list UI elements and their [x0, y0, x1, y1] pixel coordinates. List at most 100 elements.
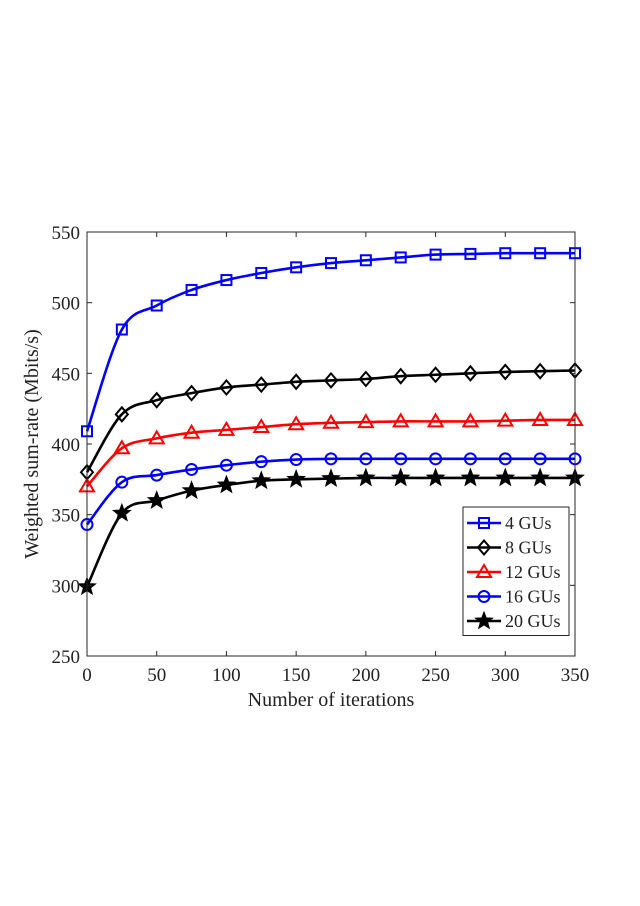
- series-8-gus: [79, 361, 583, 481]
- y-tick-label: 300: [52, 576, 81, 597]
- data-point: [185, 283, 198, 296]
- x-tick-label: 100: [212, 665, 241, 686]
- data-point: [359, 254, 372, 267]
- data-point: [355, 467, 376, 487]
- data-point: [146, 490, 167, 509]
- legend-label: 16 GUs: [505, 587, 561, 607]
- y-tick-label: 500: [52, 294, 81, 315]
- data-point: [391, 412, 410, 428]
- y-tick-label: 250: [52, 647, 81, 668]
- data-point: [530, 467, 551, 487]
- data-point: [286, 468, 307, 488]
- y-tick-label: 550: [52, 223, 81, 244]
- data-point: [324, 452, 338, 466]
- data-point: [534, 247, 547, 260]
- legend-label: 8 GUs: [505, 538, 552, 558]
- data-point: [321, 468, 341, 488]
- data-point: [463, 364, 478, 382]
- x-tick-label: 0: [82, 665, 92, 686]
- data-point: [357, 413, 375, 429]
- legend-marker: [477, 590, 491, 603]
- y-axis-label: Weighted sum-rate (Mbits/s): [21, 329, 43, 558]
- data-point: [254, 455, 268, 469]
- x-axis-label: Number of iterations: [248, 689, 415, 711]
- x-tick-label: 300: [491, 665, 520, 686]
- legend-label: 20 GUs: [505, 611, 561, 631]
- data-point: [182, 423, 201, 439]
- y-tick-label: 450: [52, 364, 81, 385]
- data-point: [255, 266, 268, 279]
- data-point: [115, 475, 129, 489]
- data-point: [150, 468, 164, 482]
- data-point: [429, 452, 443, 466]
- x-tick-label: 350: [561, 665, 590, 686]
- data-point: [495, 467, 516, 487]
- x-tick-label: 250: [421, 665, 450, 686]
- data-point: [216, 474, 237, 494]
- data-point: [498, 452, 512, 466]
- data-point: [461, 412, 480, 428]
- data-point: [359, 452, 373, 466]
- series-12-gus: [78, 410, 584, 493]
- data-point: [393, 367, 409, 385]
- data-point: [394, 452, 408, 466]
- series-layer: [77, 247, 585, 596]
- data-point: [394, 251, 407, 264]
- series-line: [85, 457, 575, 526]
- legend-marker: [478, 517, 490, 529]
- axes-layer: 0 50 100 150 200 250 300 350 250 300 350 400 450 500 5…: [52, 223, 590, 686]
- series-line: [85, 251, 575, 432]
- data-point: [114, 405, 130, 423]
- data-point: [288, 373, 304, 391]
- data-point: [463, 452, 477, 466]
- data-point: [252, 418, 271, 434]
- data-point: [111, 502, 132, 522]
- data-point: [290, 261, 303, 274]
- series-line: [85, 369, 576, 473]
- data-point: [181, 480, 202, 500]
- data-point: [253, 376, 269, 394]
- data-point: [115, 323, 128, 336]
- data-point: [287, 415, 305, 431]
- data-point: [496, 411, 515, 427]
- data-point: [531, 410, 549, 426]
- data-point: [532, 362, 548, 380]
- data-point: [322, 413, 340, 429]
- legend-marker: [474, 610, 494, 630]
- data-point: [149, 391, 165, 409]
- data-point: [251, 470, 272, 490]
- data-point: [499, 247, 512, 260]
- legend: 4 GUs 8 GUs 12 GUs 16 GUs 20 GUs: [462, 506, 570, 636]
- data-point: [429, 248, 442, 261]
- data-point: [147, 429, 166, 445]
- data-point: [220, 274, 233, 287]
- data-point: [390, 467, 411, 487]
- x-tick-label: 150: [282, 665, 311, 686]
- y-tick-label: 400: [52, 435, 81, 456]
- series-4-gus: [81, 247, 581, 438]
- data-point: [358, 370, 374, 388]
- series-20-gus: [77, 467, 585, 596]
- legend-marker: [475, 563, 493, 578]
- data-point: [150, 299, 163, 312]
- data-point: [113, 439, 131, 455]
- data-point: [185, 462, 199, 476]
- legend-label: 4 GUs: [505, 513, 552, 533]
- series-line: [86, 418, 576, 488]
- data-point: [325, 257, 337, 270]
- series-16-gus: [80, 452, 582, 532]
- data-point: [533, 452, 547, 466]
- y-tick-label: 350: [52, 506, 81, 527]
- x-tick-label: 200: [352, 665, 381, 686]
- data-point: [497, 363, 513, 381]
- data-point: [219, 458, 233, 472]
- data-point: [217, 420, 236, 436]
- legend-label: 12 GUs: [505, 562, 561, 582]
- data-point: [428, 366, 443, 384]
- data-point: [289, 453, 303, 467]
- data-point: [184, 384, 199, 402]
- data-point: [460, 467, 481, 487]
- legend-marker: [476, 538, 492, 557]
- data-point: [464, 247, 477, 260]
